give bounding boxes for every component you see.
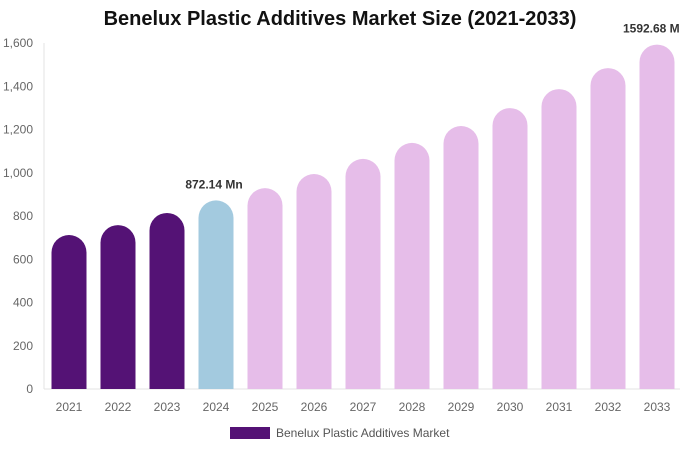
bar-2024 [198, 200, 234, 389]
bar-2032 [590, 68, 626, 389]
y-tick-label: 1,400 [3, 79, 33, 93]
bar-2031 [541, 89, 577, 389]
y-tick-label: 1,000 [3, 166, 33, 180]
data-label-2024: 872.14 Mn [185, 177, 242, 191]
bar-2025 [247, 188, 283, 389]
x-tick-label: 2024 [203, 400, 230, 414]
legend: Benelux Plastic Additives Market [230, 426, 449, 440]
x-tick-label: 2032 [595, 400, 622, 414]
data-label-2033: 1592.68 Mn [623, 22, 680, 36]
bar-2028 [394, 142, 430, 389]
y-tick-label: 1,200 [3, 123, 33, 137]
y-tick-label: 200 [13, 339, 33, 353]
bar-2033 [639, 44, 675, 390]
x-tick-label: 2026 [301, 400, 328, 414]
y-tick-label: 400 [13, 296, 33, 310]
bar-2026 [296, 174, 332, 389]
legend-label: Benelux Plastic Additives Market [276, 426, 450, 440]
y-tick-label: 1,600 [3, 36, 33, 50]
x-tick-label: 2033 [644, 400, 671, 414]
x-tick-label: 2031 [546, 400, 573, 414]
bar-2027 [345, 158, 381, 389]
x-tick-label: 2029 [448, 400, 475, 414]
x-tick-label: 2027 [350, 400, 377, 414]
bar-2022 [100, 225, 136, 389]
x-tick-label: 2025 [252, 400, 279, 414]
legend-swatch [230, 427, 270, 439]
y-tick-label: 800 [13, 209, 33, 223]
bar-2023 [149, 212, 185, 389]
bar-2029 [443, 126, 479, 389]
x-tick-label: 2021 [56, 400, 83, 414]
bar-2021 [51, 235, 87, 389]
x-tick-label: 2030 [497, 400, 524, 414]
bar-2030 [492, 108, 528, 389]
x-tick-label: 2023 [154, 400, 181, 414]
x-tick-label: 2028 [399, 400, 426, 414]
x-tick-label: 2022 [105, 400, 132, 414]
chart-title: Benelux Plastic Additives Market Size (2… [103, 8, 577, 30]
y-tick-label: 600 [13, 252, 33, 266]
y-tick-label: 0 [26, 382, 33, 396]
